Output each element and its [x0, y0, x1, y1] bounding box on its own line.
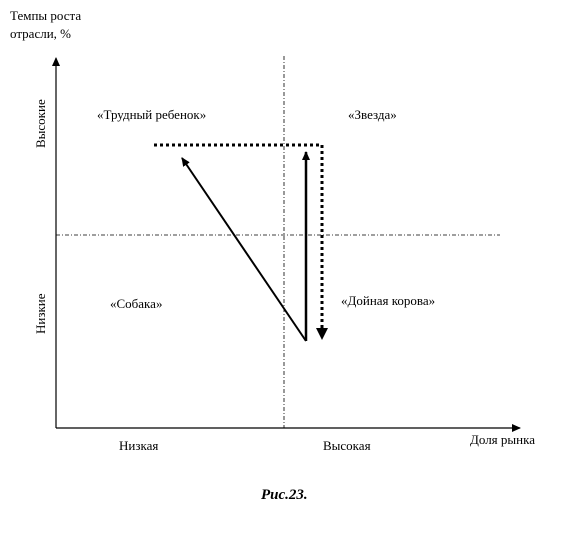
quadrant-star: «Звезда»	[348, 107, 397, 122]
y-axis-title-line1: Темпы роста	[10, 8, 81, 23]
dotted-path	[154, 143, 324, 330]
y-level-low: Низкие	[33, 293, 48, 334]
y-level-high: Высокие	[33, 99, 48, 148]
quadrant-question-mark: «Трудный ребенок»	[97, 107, 206, 122]
x-level-high: Высокая	[323, 438, 371, 453]
figure-caption: Рис.23.	[261, 487, 308, 503]
dotted-arrow-head	[316, 328, 328, 340]
quadrant-cash-cow: «Дойная корова»	[341, 293, 435, 308]
quadrant-dog: «Собака»	[110, 296, 162, 311]
x-level-low: Низкая	[119, 438, 158, 453]
y-axis-title-line2: отрасли, %	[10, 26, 71, 41]
arrow-cow-to-question	[181, 157, 307, 342]
x-axis-title: Доля рынка	[470, 432, 535, 447]
